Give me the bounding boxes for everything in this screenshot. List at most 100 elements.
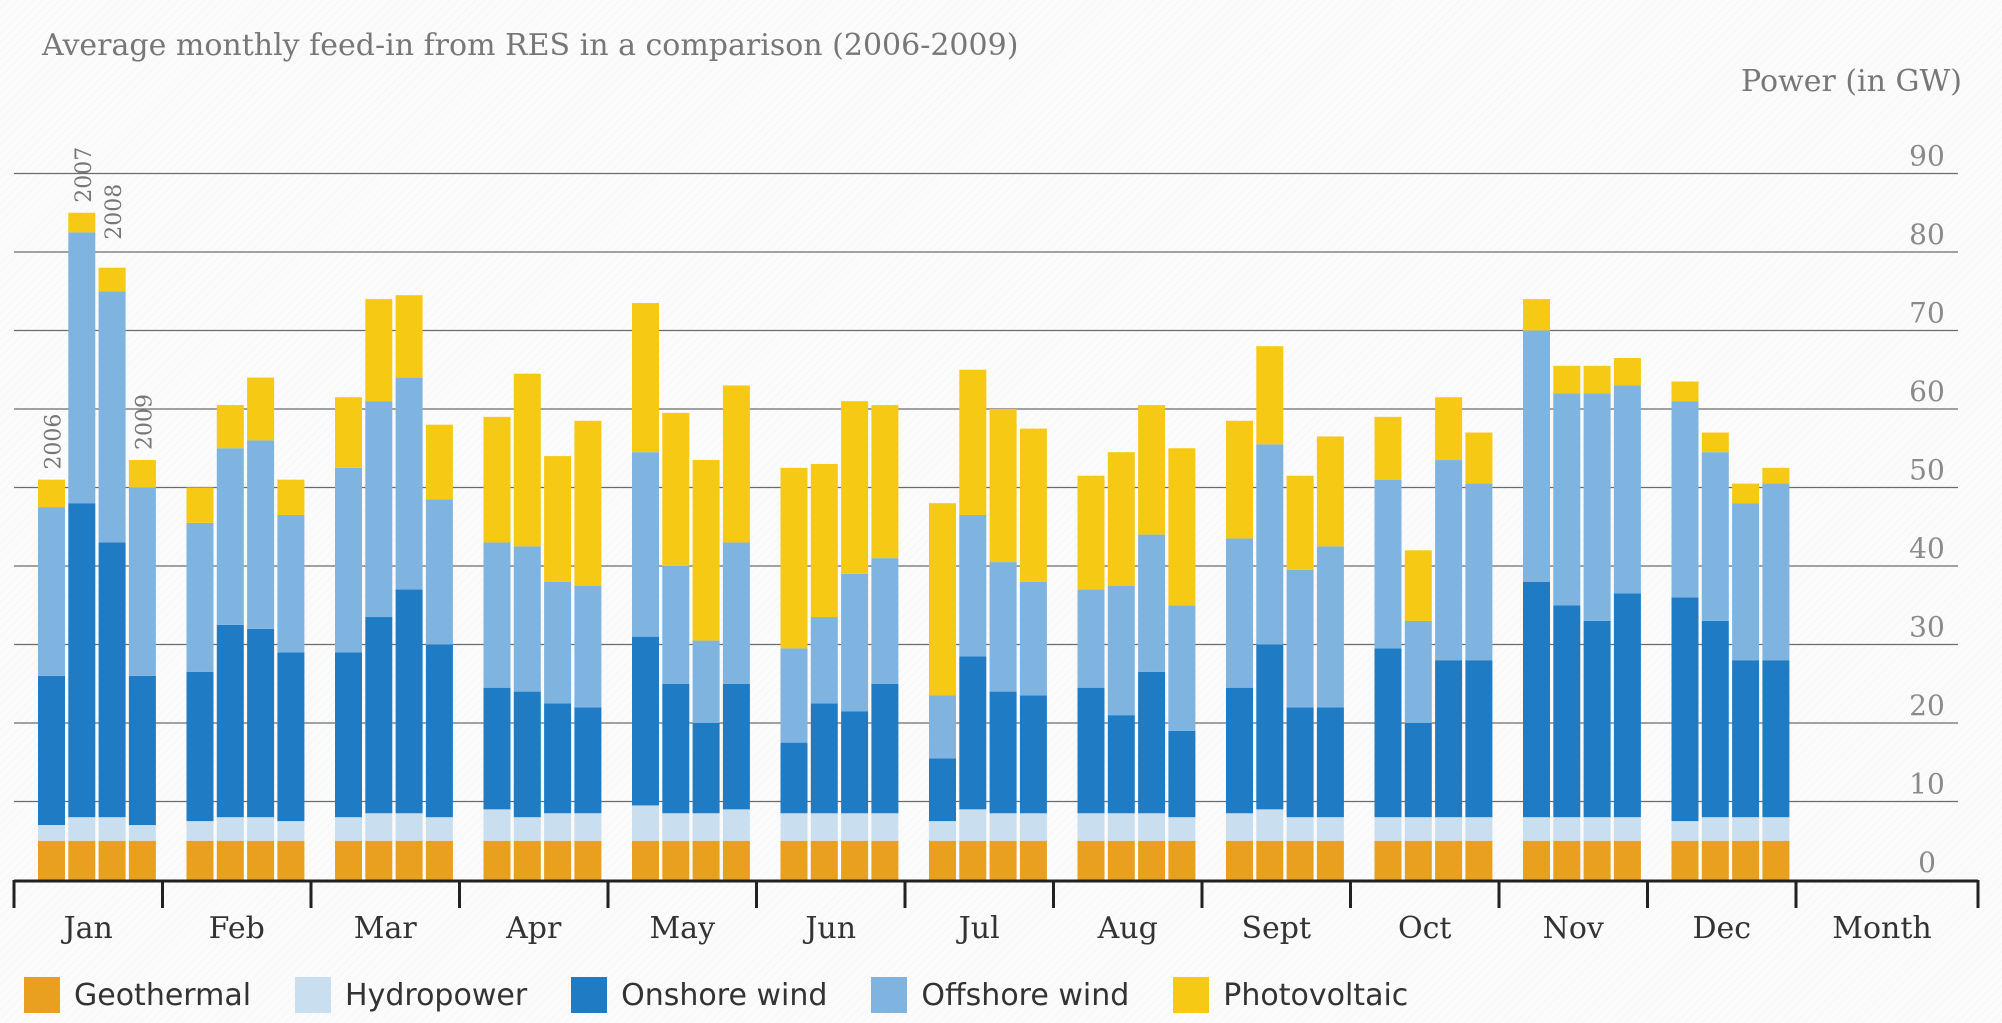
bar-segment	[544, 703, 572, 814]
bar-segment	[1404, 550, 1432, 621]
bar-segment	[365, 813, 393, 841]
chart-title: Average monthly feed-in from RES in a co…	[42, 28, 1019, 63]
bar-segment	[1256, 840, 1284, 880]
bar-segment	[98, 267, 126, 292]
bar-segment	[959, 514, 987, 657]
bar-segment	[395, 377, 423, 590]
bar-segment	[365, 299, 393, 402]
bar-segment	[335, 817, 362, 841]
bar-segment	[335, 652, 362, 818]
x-tick-label: Apr	[505, 911, 562, 946]
bar-segment	[929, 821, 956, 841]
bar-segment	[810, 463, 838, 618]
legend-label: Photovoltaic	[1223, 977, 1409, 1013]
bar-segment	[216, 448, 244, 625]
x-tick-label: Aug	[1097, 911, 1158, 946]
bar-segment	[1435, 460, 1463, 661]
bar-segment	[1732, 840, 1760, 880]
bar-segment	[277, 479, 305, 515]
bar-segment	[929, 758, 956, 822]
bar-segment	[1226, 420, 1253, 539]
bar-segment	[216, 817, 244, 841]
bar-segment	[1316, 707, 1344, 818]
bar-segment	[1374, 416, 1402, 480]
bar-segment	[1374, 840, 1402, 880]
bar-segment	[483, 687, 511, 810]
legend-swatch	[571, 977, 608, 1013]
bar-segment	[1316, 546, 1344, 708]
bar-segment	[989, 691, 1017, 814]
x-tick-label: Feb	[209, 911, 265, 946]
bar-segment	[483, 840, 511, 880]
bar-segment	[722, 809, 750, 841]
bar-segment	[1019, 813, 1047, 841]
bar-segment	[1077, 813, 1105, 841]
bar-segment	[128, 460, 156, 488]
bar-segment	[1404, 620, 1432, 723]
bar-segment	[1762, 483, 1790, 661]
year-label: 2009	[132, 394, 157, 450]
bar-segment	[68, 212, 96, 233]
bar-segment	[871, 683, 899, 814]
bar-segment	[1613, 817, 1641, 841]
bar-segment	[1613, 385, 1641, 594]
bar-segment	[841, 573, 869, 712]
bar-segment	[632, 452, 659, 637]
bar-segment	[1762, 840, 1790, 880]
legend-swatch	[871, 977, 908, 1013]
x-tick-label: Sept	[1241, 911, 1311, 946]
bar-segment	[810, 840, 838, 880]
bar-segment	[1077, 475, 1105, 590]
bar-segment	[929, 695, 956, 759]
bar-segment	[513, 817, 541, 841]
bar-segment	[483, 542, 511, 688]
bar-segment	[1465, 840, 1493, 880]
bar-segment	[1465, 660, 1493, 818]
bar-segment	[128, 675, 156, 826]
bar-segment	[780, 813, 808, 841]
bar-segment	[1226, 840, 1253, 880]
bar-segment	[247, 440, 275, 629]
bar-segment	[513, 546, 541, 692]
bar-segment	[632, 636, 659, 806]
bar-segment	[38, 825, 65, 841]
bar-segment	[1553, 365, 1581, 394]
bar-segment	[395, 840, 423, 880]
bar-segment	[692, 640, 720, 723]
bar-segment	[1671, 381, 1699, 402]
bar-segment	[692, 460, 720, 641]
bar-segment	[871, 558, 899, 684]
bar-segment	[810, 617, 838, 704]
bar-segment	[1019, 840, 1047, 880]
bar-segment	[1374, 817, 1402, 841]
bar-segment	[216, 840, 244, 880]
bar-segment	[632, 805, 659, 841]
y-tick-label: 90	[1909, 140, 1945, 173]
bar-segment	[1019, 581, 1047, 696]
bar-segment	[1732, 817, 1760, 841]
bar-segment	[871, 840, 899, 880]
x-tick-label: Jun	[802, 911, 856, 946]
bar-segment	[365, 401, 393, 618]
bar-segment	[186, 671, 214, 822]
bar-segment	[692, 840, 720, 880]
bar-segment	[1138, 840, 1166, 880]
bar-segment	[1404, 817, 1432, 841]
bar-segment	[247, 840, 275, 880]
bar-segment	[38, 507, 65, 676]
y-tick-label: 60	[1909, 375, 1945, 408]
bar-segment	[722, 542, 750, 684]
bar-segment	[1256, 644, 1284, 810]
bar-segment	[1435, 840, 1463, 880]
bar-segment	[1374, 648, 1402, 818]
bar-segment	[1583, 365, 1611, 394]
bar-segment	[632, 303, 659, 453]
bar-segment	[1701, 452, 1729, 621]
bar-segment	[1583, 840, 1611, 880]
year-label: 2007	[72, 147, 97, 203]
bar-segment	[395, 813, 423, 841]
x-tick-label: Jul	[956, 911, 1000, 946]
bar-segment	[1701, 620, 1729, 818]
